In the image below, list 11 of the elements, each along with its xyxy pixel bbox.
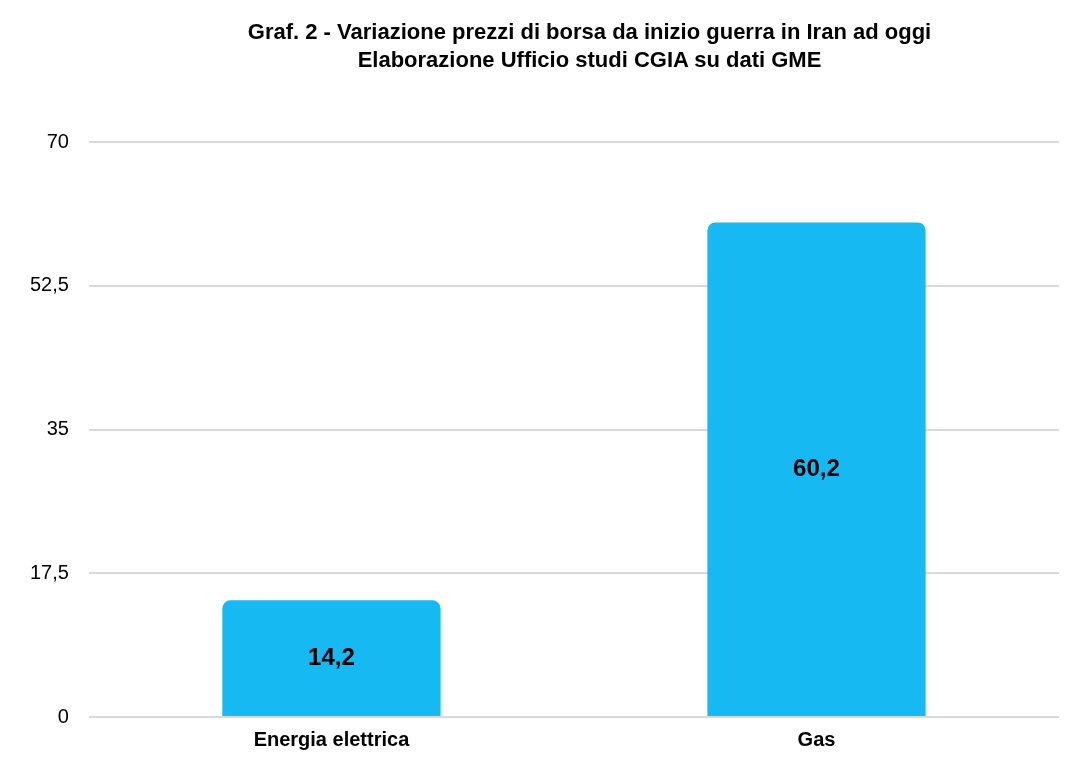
data-label: 14,2	[308, 642, 355, 670]
y-tick-label: 35	[46, 417, 69, 440]
x-tick-label: Energia elettrica	[253, 727, 411, 750]
data-label: 60,2	[793, 453, 840, 481]
y-tick-label: 70	[46, 129, 69, 152]
x-tick-label: Gas	[797, 727, 836, 750]
y-tick-label: 52,5	[29, 273, 69, 296]
y-tick-label: 17,5	[29, 560, 69, 583]
chart-title: Graf. 2 - Variazione prezzi di borsa da inizio guerra in Iran ad oggi	[246, 18, 933, 46]
chart-subtitle: Elaborazione Ufficio studi CGIA su dati GME	[356, 46, 823, 74]
y-tick-label: 0	[57, 704, 69, 727]
